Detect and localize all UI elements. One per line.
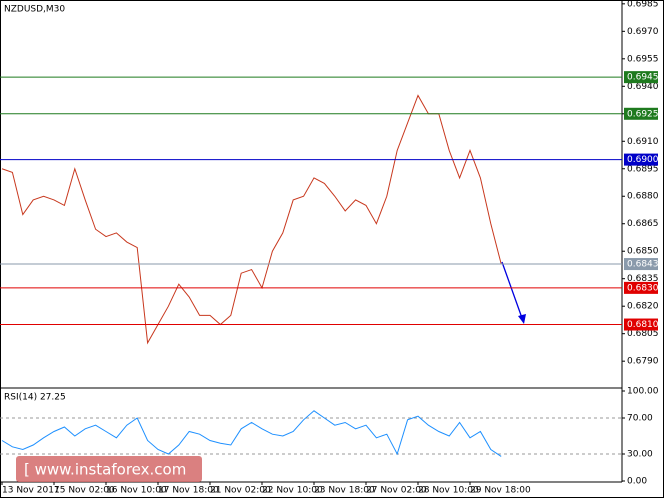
series-line xyxy=(1,94,502,345)
y-tick-label: 0.6835 xyxy=(627,274,659,284)
y-tick-label: 0.6820 xyxy=(627,302,659,312)
x-tick-label: 27 Nov 02:00 xyxy=(366,486,427,496)
forecast-arrowhead xyxy=(518,314,526,324)
y-tick-label: 0.6970 xyxy=(627,27,659,37)
level-label: 0.6830 xyxy=(627,283,659,293)
y-tick-label: 30.00 xyxy=(627,450,653,460)
x-tick-label: 17 Nov 18:00 xyxy=(158,486,219,496)
y-tick-label: 0.6880 xyxy=(627,192,659,202)
x-tick-label: 22 Nov 10:00 xyxy=(262,486,323,496)
x-tick-label: 21 Nov 02:00 xyxy=(210,486,271,496)
y-tick-label: 70.00 xyxy=(627,414,653,424)
level-label: 0.6945 xyxy=(627,73,659,83)
x-tick-label: 28 Nov 10:00 xyxy=(418,486,479,496)
chart-title: NZDUSD,M30 xyxy=(4,5,65,15)
level-tag xyxy=(624,107,658,120)
level-tag xyxy=(624,318,658,331)
y-tick-label: 0.6790 xyxy=(627,357,659,367)
x-tick-label: 16 Nov 10:00 xyxy=(106,486,167,496)
level-tag xyxy=(624,153,658,166)
y-tick-label: 100.00 xyxy=(627,387,659,397)
watermark: [ www.instaforex.com xyxy=(24,461,186,479)
series-line xyxy=(1,410,502,457)
rsi-title: RSI(14) 27.25 xyxy=(4,393,66,403)
level-tag xyxy=(624,258,658,271)
watermark-box xyxy=(16,456,202,482)
x-tick-label: 15 Nov 02:00 xyxy=(54,486,115,496)
level-tag xyxy=(624,71,658,84)
forecast-arrow xyxy=(501,261,523,319)
level-label: 0.6900 xyxy=(627,155,659,165)
y-tick-label: 0.6895 xyxy=(627,164,659,174)
y-tick-label: 0.6985 xyxy=(627,0,659,9)
x-tick-label: 23 Nov 18:00 xyxy=(314,486,375,496)
level-label: 0.6843 xyxy=(627,260,659,270)
level-label: 0.6925 xyxy=(627,109,659,119)
y-tick-label: 0.6850 xyxy=(627,247,659,257)
x-tick-label: 29 Nov 18:00 xyxy=(470,486,531,496)
level-label: 0.6810 xyxy=(627,320,659,330)
y-tick-label: 0.6910 xyxy=(627,137,659,147)
level-tag xyxy=(624,281,658,294)
y-tick-label: 0.00 xyxy=(627,477,647,487)
y-tick-label: 0.6865 xyxy=(627,219,659,229)
y-tick-label: 0.6955 xyxy=(627,54,659,64)
y-tick-label: 0.6805 xyxy=(627,329,659,339)
y-tick-label: 0.6940 xyxy=(627,82,659,92)
x-tick-label: 13 Nov 2017 xyxy=(2,486,60,496)
